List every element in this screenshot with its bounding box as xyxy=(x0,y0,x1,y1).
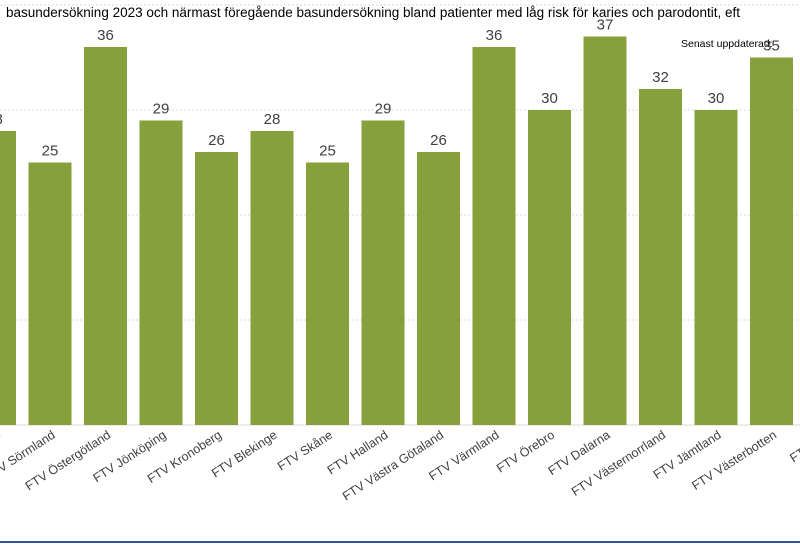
bar xyxy=(28,162,72,425)
value-label: 37 xyxy=(597,17,614,34)
value-label: 29 xyxy=(153,101,170,118)
value-label: 26 xyxy=(208,132,225,149)
value-label: 29 xyxy=(375,101,392,118)
value-label: 35 xyxy=(763,38,780,55)
value-label: 25 xyxy=(319,143,336,160)
bar xyxy=(0,131,16,425)
value-label: 28 xyxy=(0,111,3,128)
category-label: FTV Västernorrland xyxy=(569,428,668,499)
value-labels: 28 25 36 29 26 28 25 29 26 36 30 37 32 30 35 xyxy=(0,17,780,160)
bar xyxy=(84,47,127,425)
bar xyxy=(306,162,349,425)
bar xyxy=(583,36,627,425)
bar xyxy=(639,89,682,425)
category-label: na xyxy=(0,428,2,447)
value-label: 30 xyxy=(541,90,558,107)
bar xyxy=(417,152,460,425)
bar xyxy=(361,120,405,425)
value-label: 25 xyxy=(42,143,59,160)
bar xyxy=(250,131,294,425)
value-label: 28 xyxy=(264,111,281,128)
value-label: 26 xyxy=(430,132,447,149)
bar xyxy=(694,110,738,425)
last-updated-label: Senast uppdaterad: xyxy=(681,38,773,50)
category-label: FTV Västra Götaland xyxy=(340,428,446,504)
bar xyxy=(195,152,238,425)
bar xyxy=(472,47,516,425)
bars xyxy=(0,36,793,425)
value-label: 36 xyxy=(97,27,114,44)
value-label: 32 xyxy=(652,69,669,86)
bar xyxy=(139,120,183,425)
bar xyxy=(750,57,793,425)
chart-title: basundersökning 2023 och närmast föregåe… xyxy=(6,5,740,20)
value-label: 30 xyxy=(708,90,725,107)
category-label: FTV Nor xyxy=(787,428,800,465)
bar xyxy=(528,110,571,425)
value-label: 36 xyxy=(486,27,503,44)
